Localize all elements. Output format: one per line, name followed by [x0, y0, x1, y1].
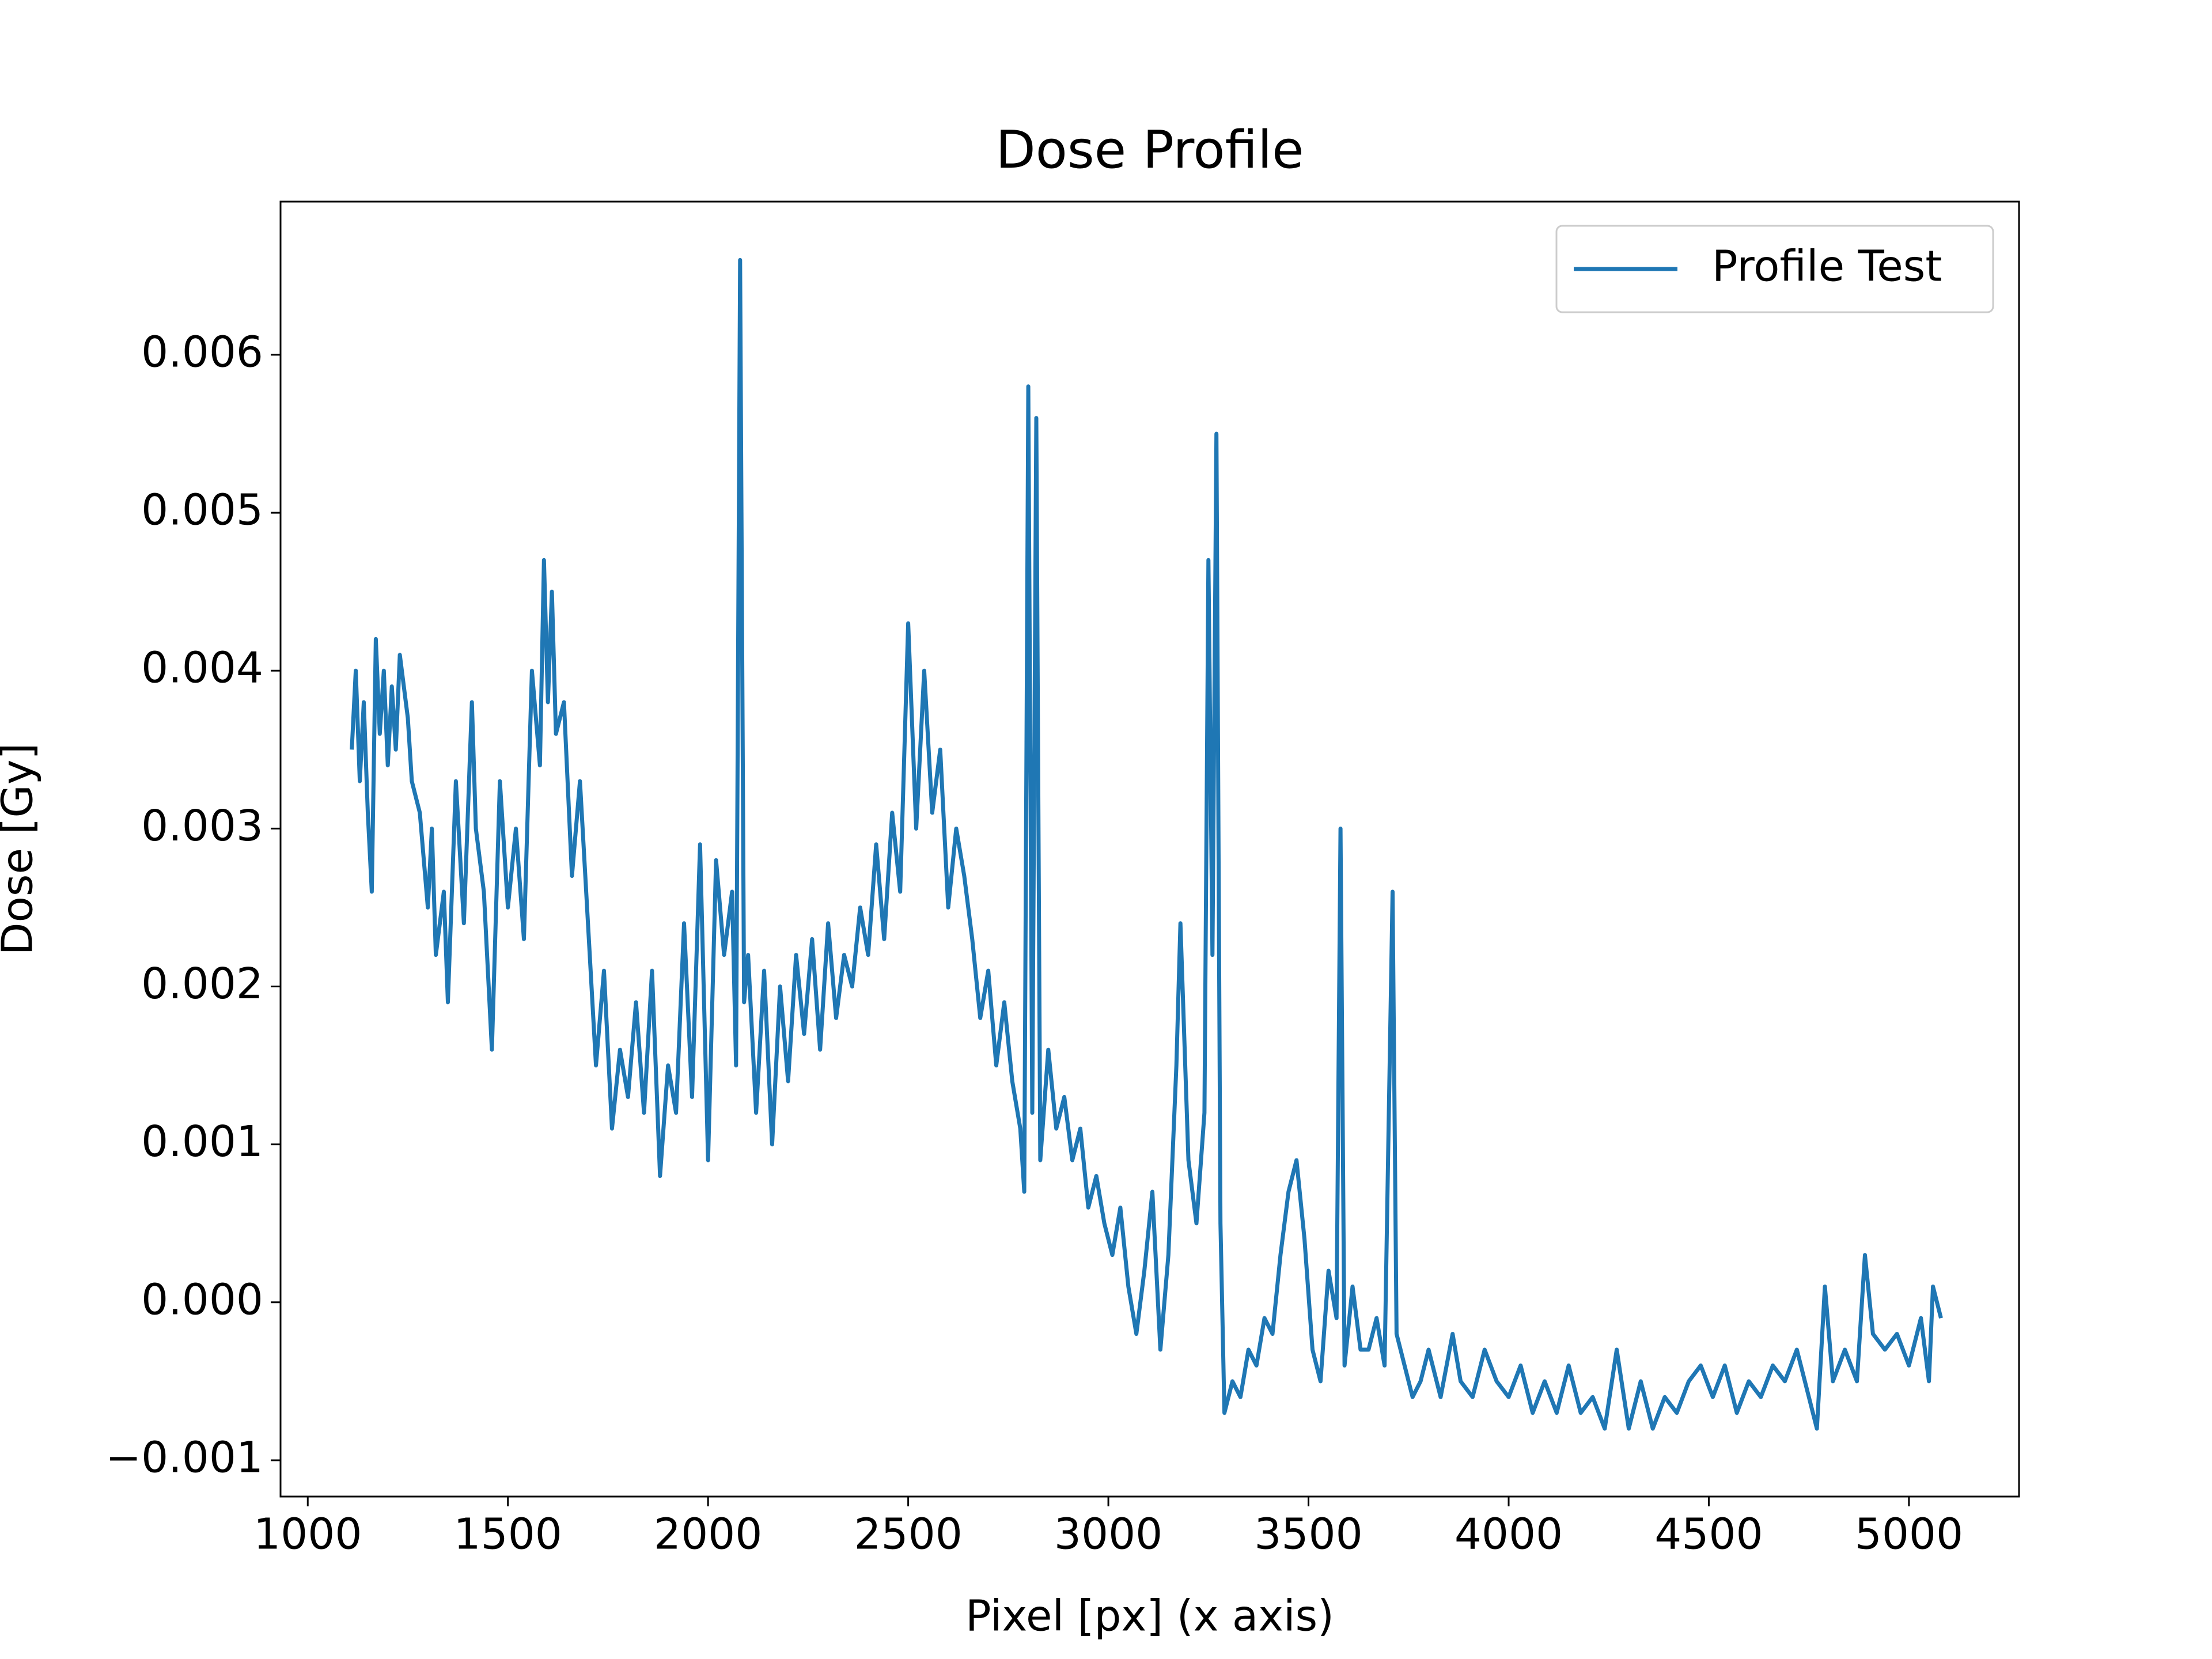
x-tick-label: 3000: [1054, 1510, 1162, 1559]
y-tick-label: 0.001: [141, 1117, 263, 1166]
y-tick-label: 0.004: [141, 643, 263, 693]
legend-box: [1555, 225, 1994, 313]
y-tick-label: 0.006: [141, 327, 263, 377]
x-tick-label: 4000: [1455, 1510, 1563, 1559]
x-axis-label: Pixel [px] (x axis): [965, 1592, 1334, 1641]
x-tick-label: 2000: [654, 1510, 762, 1559]
x-tick-label: 4500: [1654, 1510, 1763, 1559]
y-tick-label: −0.001: [105, 1433, 263, 1482]
x-tick-label: 1000: [253, 1510, 362, 1559]
x-tick-label: 5000: [1855, 1510, 1963, 1559]
data-line: [350, 257, 1943, 1431]
x-tick-label: 3500: [1254, 1510, 1362, 1559]
x-tick-label: 1500: [454, 1510, 562, 1559]
y-tick-label: 0.000: [141, 1275, 263, 1324]
y-tick-label: 0.005: [141, 486, 263, 535]
y-tick-label: 0.002: [141, 959, 263, 1009]
y-tick-label: 0.003: [141, 801, 263, 851]
plot-frame: [279, 200, 2020, 1498]
x-tick-label: 2500: [854, 1510, 962, 1559]
chart-title: Dose Profile: [995, 120, 1304, 180]
y-axis-label: Dose [Gy]: [0, 743, 43, 956]
legend-label: Profile Test: [1712, 242, 1942, 291]
